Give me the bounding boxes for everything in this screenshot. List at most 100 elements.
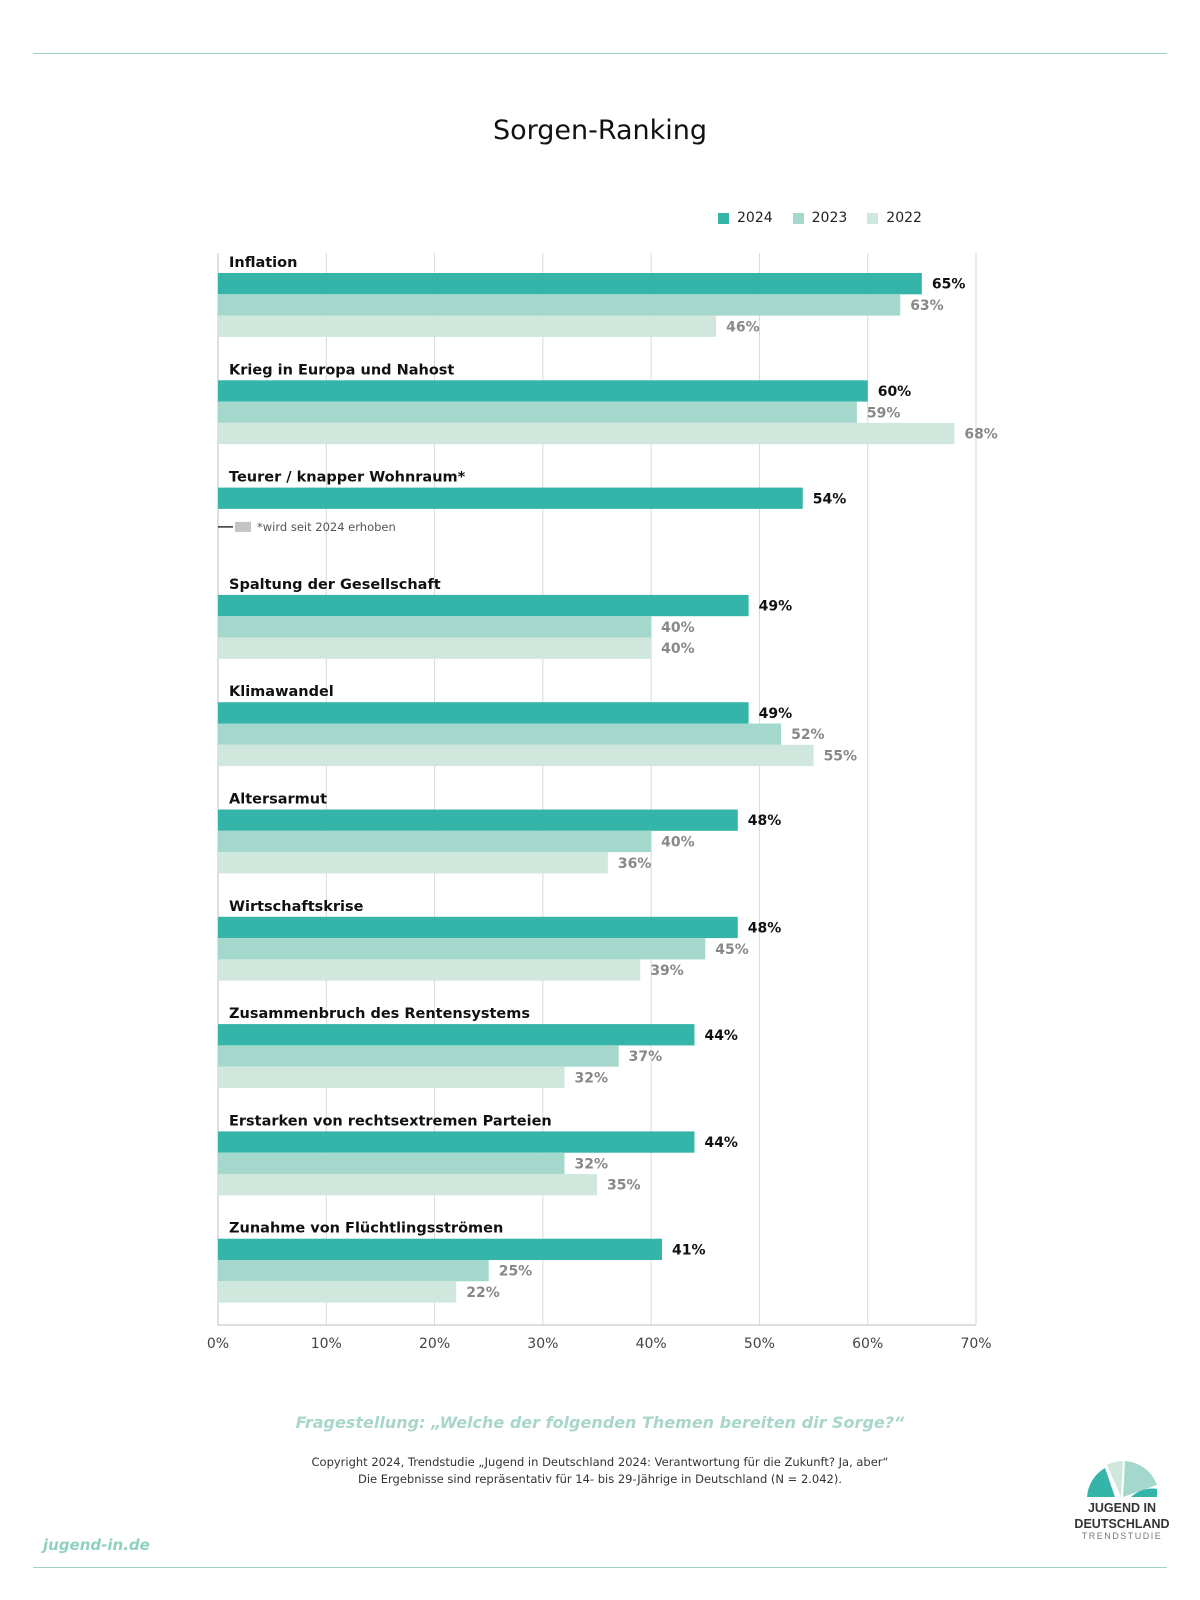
value-label-2022: 32% xyxy=(575,1070,609,1086)
value-label-2024: 60% xyxy=(878,384,912,400)
x-tick-label: 30% xyxy=(527,1336,558,1352)
x-tick-label: 50% xyxy=(744,1336,775,1352)
value-label-2023: 63% xyxy=(910,298,944,314)
value-label-2024: 41% xyxy=(672,1242,706,1258)
bar-2024 xyxy=(218,1131,695,1153)
site-link[interactable]: jugend-in.de xyxy=(43,1536,150,1554)
bar-2022 xyxy=(218,1281,457,1303)
bar-2023 xyxy=(218,294,901,316)
bar-2023 xyxy=(218,1045,619,1067)
bar-2023 xyxy=(218,1260,489,1282)
value-label-2023: 45% xyxy=(715,942,749,958)
category-label: Altersarmut xyxy=(229,792,327,808)
category-label: Zusammenbruch des Rentensystems xyxy=(229,1006,530,1022)
note-text: *wird seit 2024 erhoben xyxy=(257,520,396,534)
value-label-2024: 48% xyxy=(748,920,782,936)
value-label-2022: 55% xyxy=(824,748,858,764)
value-label-2023: 52% xyxy=(791,727,825,743)
legend-label-2022: 2022 xyxy=(886,210,922,226)
question-text: Fragestellung: „Welche der folgenden The… xyxy=(295,1413,905,1432)
legend-swatch-2022 xyxy=(867,212,879,224)
bar-2023 xyxy=(218,830,652,853)
category-label: Krieg in Europa und Nahost xyxy=(229,362,454,378)
value-label-2023: 32% xyxy=(575,1156,609,1172)
value-label-2022: 36% xyxy=(618,856,652,872)
bar-2022 xyxy=(218,315,717,337)
category-label: Klimawandel xyxy=(229,684,334,700)
bar-2024 xyxy=(218,273,922,295)
bar-2023 xyxy=(218,401,857,423)
value-label-2023: 37% xyxy=(629,1049,663,1065)
bar-2022 xyxy=(218,422,955,445)
category-label: Zunahme von Flüchtlingsströmen xyxy=(229,1221,503,1237)
value-label-2024: 48% xyxy=(748,813,782,829)
chart-title: Sorgen-Ranking xyxy=(492,115,708,146)
bottom-rule xyxy=(33,1567,1167,1568)
bar-2022 xyxy=(218,1066,565,1088)
bar-2022 xyxy=(218,1174,597,1196)
value-label-2023: 59% xyxy=(867,405,901,421)
legend-label-2023: 2023 xyxy=(811,210,848,226)
x-tick-label: 70% xyxy=(960,1336,991,1352)
bar-2024 xyxy=(218,1024,695,1046)
legend: 2024 2023 2022 xyxy=(718,210,922,226)
bar-2022 xyxy=(218,744,814,767)
bar-2022 xyxy=(218,959,641,981)
x-tick-label: 20% xyxy=(419,1336,450,1352)
copyright-text: Copyright 2024, Trendstudie „Jugend in D… xyxy=(0,1454,1200,1488)
value-label-2022: 68% xyxy=(964,427,998,443)
legend-item-2024: 2024 xyxy=(718,210,773,226)
legend-swatch-2023 xyxy=(792,212,804,224)
bar-2024 xyxy=(218,380,868,402)
logo-line-1: JUGEND IN xyxy=(1087,1501,1157,1515)
value-label-2024: 54% xyxy=(813,491,847,507)
note-swatch xyxy=(235,521,251,532)
bar-2024 xyxy=(218,594,749,617)
bar-2024 xyxy=(218,916,738,939)
legend-item-2023: 2023 xyxy=(792,210,848,226)
category-label: Teurer / knapper Wohnraum* xyxy=(229,470,466,486)
bar-chart: 0% 10% 20% 30% 40% 50% 60% 70% Inflation 65% 63% 46… xyxy=(207,253,998,1352)
logo-line-2: DEUTSCHLAND xyxy=(1074,1517,1170,1531)
bar-2024 xyxy=(218,702,749,724)
bar-2023 xyxy=(218,723,782,745)
bar-2024 xyxy=(218,1238,662,1260)
copyright-line-2: Die Ergebnisse sind repräsentativ für 14… xyxy=(357,1472,843,1486)
value-label-2024: 44% xyxy=(704,1028,738,1044)
bar-2023 xyxy=(218,616,652,638)
value-label-2024: 44% xyxy=(704,1135,738,1151)
bar-2024 xyxy=(218,809,738,831)
value-label-2022: 22% xyxy=(466,1285,500,1301)
bar-2022 xyxy=(218,852,608,874)
value-label-2022: 46% xyxy=(726,319,760,335)
value-label-2023: 40% xyxy=(661,620,695,636)
x-tick-label: 60% xyxy=(852,1336,883,1352)
legend-swatch-2024 xyxy=(718,212,729,224)
logo-line-3: TRENDSTUDIE xyxy=(1081,1531,1163,1541)
logo-icon xyxy=(1087,1461,1157,1497)
category-label: Erstarken von rechtsextremen Parteien xyxy=(229,1113,552,1129)
category-label: Wirtschaftskrise xyxy=(229,899,364,915)
category-label: Spaltung der Gesellschaft xyxy=(229,577,441,593)
bar-2023 xyxy=(218,938,706,960)
value-label-2024: 65% xyxy=(932,277,966,293)
x-tick-label: 40% xyxy=(636,1336,667,1352)
value-label-2022: 40% xyxy=(661,641,695,657)
legend-label-2024: 2024 xyxy=(737,210,773,226)
x-tick-label: 10% xyxy=(311,1336,342,1352)
x-tick-label: 0% xyxy=(207,1336,229,1352)
category-label: Inflation xyxy=(229,255,297,271)
value-label-2022: 39% xyxy=(650,963,684,979)
top-rule xyxy=(33,53,1167,54)
value-label-2022: 35% xyxy=(607,1178,641,1194)
logo: JUGEND IN DEUTSCHLAND TRENDSTUDIE xyxy=(1062,1455,1182,1565)
value-label-2023: 40% xyxy=(661,834,695,850)
value-label-2023: 25% xyxy=(499,1264,533,1280)
value-label-2024: 49% xyxy=(759,599,793,615)
value-label-2024: 49% xyxy=(759,706,793,722)
bar-2024 xyxy=(218,487,803,509)
bar-2022 xyxy=(218,637,652,659)
bar-2023 xyxy=(218,1152,565,1174)
legend-item-2022: 2022 xyxy=(867,210,922,226)
copyright-line-1: Copyright 2024, Trendstudie „Jugend in D… xyxy=(311,1455,889,1469)
